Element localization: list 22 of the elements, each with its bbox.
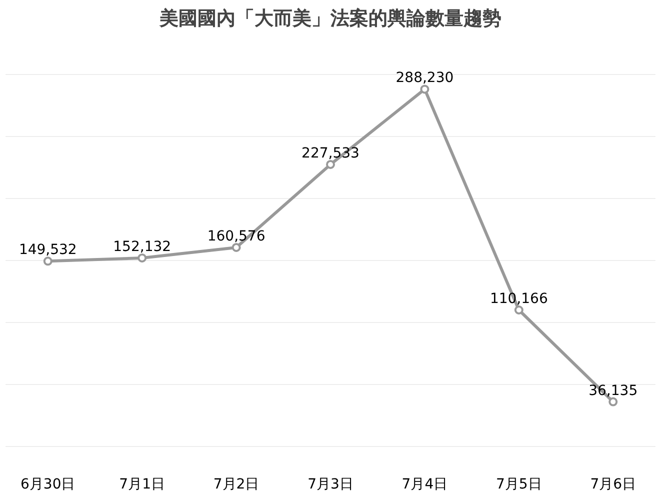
data-label: 149,532	[18, 242, 77, 258]
data-label: 36,135	[588, 382, 638, 399]
point	[608, 397, 618, 406]
data-label: 288,230	[396, 70, 454, 86]
x-tick-label: 7月6日	[590, 476, 636, 492]
x-tick-label: 7月1日	[119, 476, 166, 492]
x-tick-label: 7月2日	[213, 476, 260, 492]
data-label: 227,533	[302, 145, 360, 162]
x-tick-label: 7月5日	[496, 476, 542, 492]
data-label: 152,132	[113, 238, 172, 255]
point	[43, 256, 52, 266]
chart-title: 美國國內「大而美」法案的輿論數量趨勢	[158, 8, 502, 30]
data-label: 160,576	[207, 228, 266, 244]
point	[138, 253, 147, 262]
x-tick-label: 6月30日	[20, 476, 76, 492]
x-tick-label: 7月4日	[402, 476, 448, 492]
data-label: 110,166	[490, 291, 548, 307]
point	[326, 160, 335, 169]
point	[232, 243, 241, 252]
point	[420, 84, 430, 94]
x-tick-label: 7月3日	[308, 476, 354, 492]
point	[514, 306, 524, 314]
